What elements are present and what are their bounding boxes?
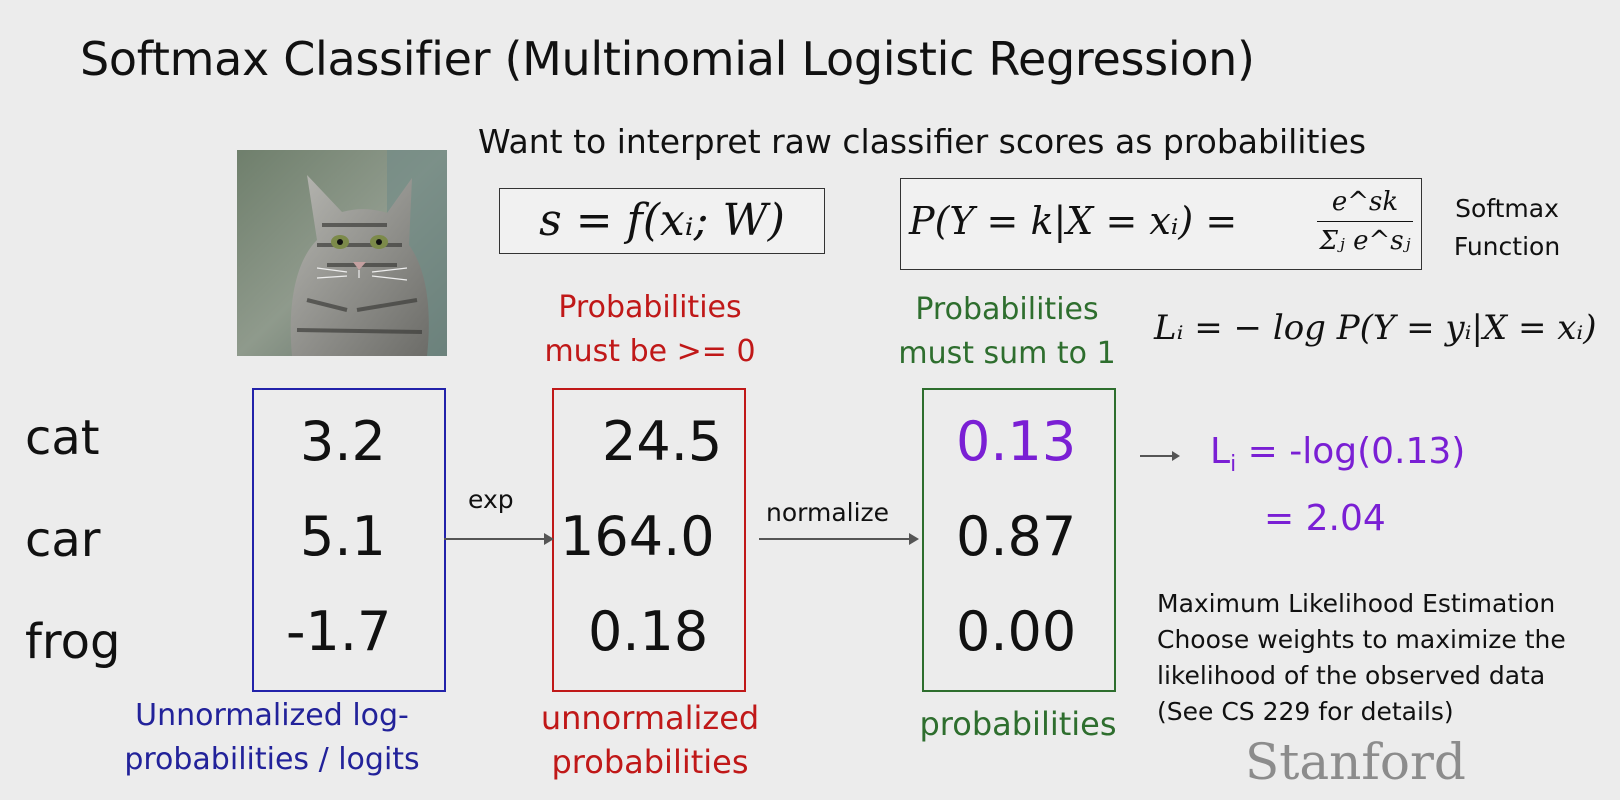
unnormalized-annotation-line2: probabilities <box>551 743 749 781</box>
loss-result-line2: = 2.04 <box>1264 498 1386 540</box>
nonnegative-line2: must be >= 0 <box>544 334 756 369</box>
result-arrow-icon <box>1140 451 1180 461</box>
logit-value: 3.2 <box>300 410 386 473</box>
softmax-lhs: P(Y = k|X = xᵢ) = <box>909 199 1238 243</box>
softmax-fraction: e^sk Σⱼ e^sⱼ <box>1317 187 1413 256</box>
loss-equation: Lᵢ = − log P(Y = yᵢ|X = xᵢ) <box>1154 308 1597 348</box>
logit-value: -1.7 <box>286 600 392 663</box>
mle-notes: Maximum Likelihood Estimation Choose wei… <box>1157 586 1566 730</box>
sum-to-one-line1: Probabilities <box>915 292 1099 327</box>
probabilities-annotation: probabilities <box>919 705 1117 743</box>
exp-value: 0.18 <box>588 600 709 663</box>
softmax-numerator: e^sk <box>1317 187 1413 222</box>
softmax-label-line2: Function <box>1453 232 1561 261</box>
normalize-arrow-icon <box>759 533 919 545</box>
exp-arrow-label: exp <box>468 485 514 514</box>
logits-annotation-line2: probabilities / logits <box>124 742 420 777</box>
loss-result: Li = -log(0.13) = 2.04 <box>1210 425 1465 546</box>
sum-to-one-line2: must sum to 1 <box>898 336 1116 371</box>
logit-value: 5.1 <box>300 505 386 568</box>
loss-result-line1: Li = -log(0.13) <box>1210 431 1466 478</box>
stanford-logo: Stanford <box>1245 733 1466 791</box>
exp-arrow-icon <box>444 533 554 545</box>
unnormalized-annotation: unnormalized probabilities <box>520 696 780 784</box>
sum-to-one-annotation: Probabilities must sum to 1 <box>892 288 1122 376</box>
score-function-equation: s = f(xᵢ; W) <box>499 188 825 254</box>
logits-annotation: Unnormalized log- probabilities / logits <box>112 694 432 782</box>
softmax-denominator: Σⱼ e^sⱼ <box>1319 226 1411 256</box>
probability-value-highlighted: 0.13 <box>956 410 1077 473</box>
mle-line: Choose weights to maximize the <box>1157 625 1566 654</box>
unnormalized-annotation-line1: unnormalized <box>540 699 760 737</box>
probability-value: 0.87 <box>956 505 1077 568</box>
cat-photo <box>237 150 447 356</box>
class-label-cat: cat <box>25 410 100 466</box>
class-label-frog: frog <box>25 614 121 670</box>
slide-title: Softmax Classifier (Multinomial Logistic… <box>80 32 1255 86</box>
exp-value: 24.5 <box>602 410 723 473</box>
exp-box <box>552 388 746 692</box>
slide-subtitle: Want to interpret raw classifier scores … <box>478 122 1367 161</box>
logits-annotation-line1: Unnormalized log- <box>135 698 409 733</box>
softmax-label-line1: Softmax <box>1455 194 1559 223</box>
mle-line: (See CS 229 for details) <box>1157 697 1454 726</box>
class-label-car: car <box>25 512 101 568</box>
nonnegative-line1: Probabilities <box>558 290 742 325</box>
probabilities-box <box>922 388 1116 692</box>
mle-line: Maximum Likelihood Estimation <box>1157 589 1556 618</box>
nonnegative-annotation: Probabilities must be >= 0 <box>540 286 760 374</box>
normalize-arrow-label: normalize <box>766 498 890 527</box>
softmax-equation: P(Y = k|X = xᵢ) = e^sk Σⱼ e^sⱼ <box>900 178 1422 270</box>
softmax-function-label: Softmax Function <box>1432 190 1582 266</box>
probability-value: 0.00 <box>956 600 1077 663</box>
exp-value: 164.0 <box>560 505 715 568</box>
mle-line: likelihood of the observed data <box>1157 661 1546 690</box>
